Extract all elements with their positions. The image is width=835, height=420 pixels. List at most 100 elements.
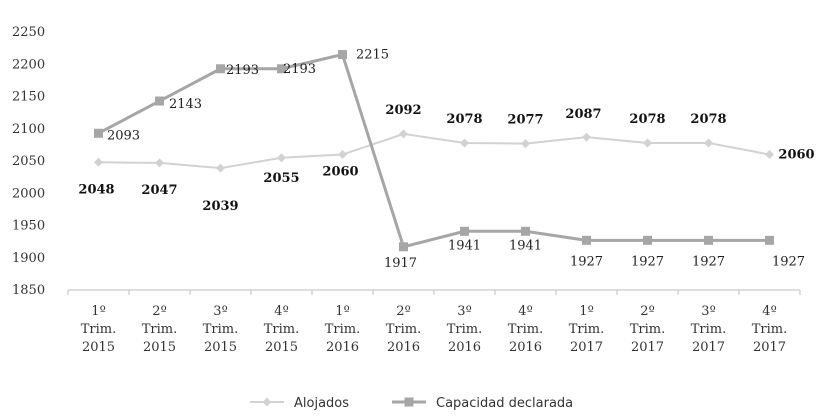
x-tick-label-line: 2016 [448, 340, 481, 355]
x-tick-label: 1º Trim. 2015 [81, 304, 117, 355]
capacidad-point [399, 242, 408, 252]
x-tick-label-line: Trim. [386, 322, 422, 337]
capacidad-data-label: 2093 [107, 128, 140, 143]
capacidad-data-label: 1927 [631, 254, 664, 269]
y-tick-label: 2250 [12, 25, 45, 40]
alojados-point [216, 163, 225, 173]
x-tick-label: 2º Trim. 2016 [386, 304, 422, 355]
capacidad-point [155, 96, 164, 106]
x-tick-label-line: Trim. [264, 322, 300, 337]
x-tick-label-line: 2º [396, 304, 410, 319]
x-tick-label-line: 2017 [570, 340, 603, 355]
capacidad-data-label: 1941 [448, 238, 481, 253]
x-tick-label-line: 2016 [509, 340, 542, 355]
y-tick-label: 1850 [12, 283, 45, 298]
x-tick-label-line: Trim. [569, 322, 605, 337]
x-tick-label-line: Trim. [508, 322, 544, 337]
alojados-point [643, 138, 652, 148]
alojados-data-label: 2060 [322, 165, 358, 180]
x-tick-label-line: 2017 [692, 340, 725, 355]
x-tick-label-line: 4º [518, 304, 532, 319]
x-tick-label: 2º Trim. 2015 [142, 304, 178, 355]
y-tick-label: 1900 [12, 251, 45, 266]
x-tick-label: 3º Trim. 2015 [203, 304, 239, 355]
axes [67, 289, 801, 295]
x-tick-label: 2º Trim. 2017 [630, 304, 666, 355]
capacidad-data-label: 1927 [570, 254, 603, 269]
alojados-point [704, 138, 713, 148]
legend-capacidad-label: Capacidad declarada [436, 396, 573, 411]
x-tick-label-line: 4º [762, 304, 776, 319]
capacidad-data-label: 1917 [384, 256, 417, 271]
capacidad-data-label: 1941 [509, 238, 542, 253]
x-tick-label: 3º Trim. 2016 [447, 304, 483, 355]
capacidad-point [582, 235, 591, 245]
alojados-point [765, 150, 774, 160]
capacidad-point [643, 235, 652, 245]
x-tick-label-line: 2º [640, 304, 654, 319]
alojados-point [155, 158, 164, 168]
x-tick-label-line: 3º [213, 304, 227, 319]
x-tick-label-line: Trim. [142, 322, 178, 337]
alojados-data-label: 2087 [565, 107, 601, 122]
alojados-data-label: 2047 [141, 183, 177, 198]
y-tick-label: 1950 [12, 219, 45, 234]
legend: Alojados Capacidad declarada [250, 396, 573, 411]
x-tick-label-line: 1º [579, 304, 593, 319]
x-tick-label-line: Trim. [447, 322, 483, 337]
x-tick-label: 3º Trim. 2017 [691, 304, 727, 355]
x-tick-label-line: 2015 [204, 340, 237, 355]
y-tick-label: 2100 [12, 122, 45, 137]
capacidad-point [94, 128, 103, 138]
data-labels: 2048 2047 2039 2055 2060 2092 2078 2077 2087 2078… [78, 48, 814, 271]
capacidad-point [338, 50, 347, 60]
alojados-point [582, 132, 591, 142]
alojados-point [338, 150, 347, 160]
alojados-data-label: 2060 [778, 148, 814, 163]
x-tick-label-line: 2015 [265, 340, 298, 355]
x-tick-label-line: Trim. [691, 322, 727, 337]
capacidad-data-label: 1927 [772, 254, 805, 269]
alojados-point [277, 153, 286, 163]
x-tick-label-line: 2016 [326, 340, 359, 355]
alojados-data-label: 2077 [507, 113, 543, 128]
capacidad-data-label: 2215 [356, 48, 389, 63]
x-tick-label-line: Trim. [630, 322, 666, 337]
x-tick-label-line: 2015 [143, 340, 176, 355]
alojados-data-label: 2092 [385, 103, 421, 118]
x-tick-label-line: 2017 [631, 340, 664, 355]
alojados-data-label: 2048 [78, 182, 114, 197]
x-tick-label: 4º Trim. 2016 [508, 304, 544, 355]
capacidad-data-label: 2193 [226, 63, 259, 78]
alojados-data-label: 2078 [446, 112, 482, 127]
legend-alojados-marker [262, 397, 272, 407]
alojados-point [460, 138, 469, 148]
alojados-line [98, 132, 770, 170]
x-tick-label-line: 2015 [82, 340, 115, 355]
legend-alojados-label: Alojados [294, 396, 349, 411]
x-tick-label-line: 4º [274, 304, 288, 319]
legend-capacidad-marker [404, 397, 414, 407]
series-layer [94, 50, 774, 252]
alojados-data-label: 2078 [629, 112, 665, 127]
alojados-data-label: 2078 [690, 112, 726, 127]
alojados-data-label: 2055 [263, 171, 299, 186]
capacidad-data-label: 2143 [169, 97, 202, 112]
capacidad-point [765, 235, 774, 245]
alojados-point [94, 157, 103, 167]
x-tick-label-line: 3º [457, 304, 471, 319]
alojados-point [521, 139, 530, 149]
capacidad-data-label: 2193 [283, 62, 316, 77]
x-tick-label: 1º Trim. 2017 [569, 304, 605, 355]
x-tick-label-line: Trim. [752, 322, 788, 337]
x-tick-label-line: Trim. [203, 322, 239, 337]
capacidad-point [704, 235, 713, 245]
capacidad-data-label: 1927 [692, 254, 725, 269]
x-tick-label-line: 3º [701, 304, 715, 319]
x-tick-label-line: Trim. [325, 322, 361, 337]
x-tick-label-line: Trim. [81, 322, 117, 337]
x-tick-label: 4º Trim. 2017 [752, 304, 788, 355]
y-tick-label: 2000 [12, 186, 45, 201]
